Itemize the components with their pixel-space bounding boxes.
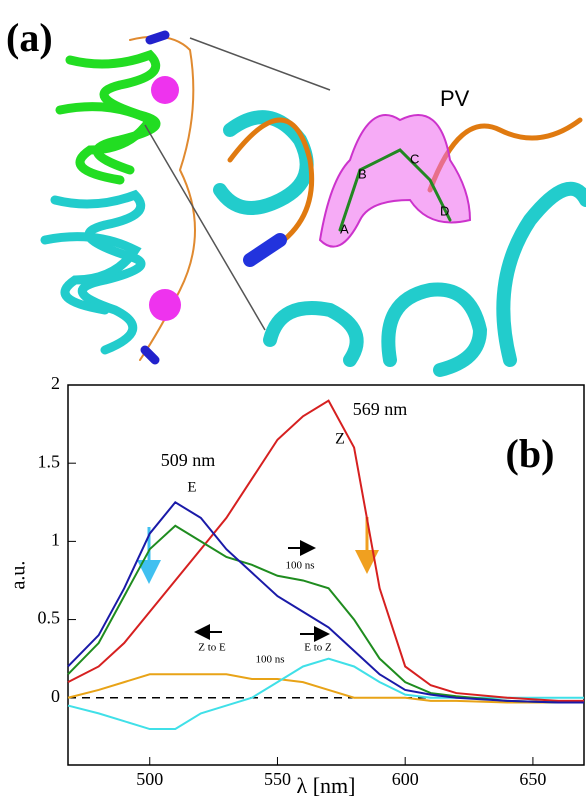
- series-line: [67, 657, 584, 731]
- annotation: E to Z: [304, 642, 332, 654]
- series-line: [67, 399, 584, 702]
- y-tick-label: 0.5: [38, 608, 61, 628]
- x-tick-label: 650: [519, 769, 546, 789]
- x-tick-label: 500: [136, 769, 163, 789]
- zoom-line: [144, 124, 266, 331]
- annotation: Z: [335, 431, 345, 448]
- pv-label: PV: [440, 86, 470, 111]
- ring-label: B: [358, 166, 367, 181]
- plot-frame: [67, 384, 585, 766]
- annotation: 569 nm: [353, 399, 408, 419]
- ring-label: D: [440, 203, 449, 218]
- ring-label: C: [410, 151, 419, 166]
- annotation: 509 nm: [161, 450, 216, 470]
- x-tick-label: 600: [392, 769, 419, 789]
- panel-label: (a): [6, 15, 53, 60]
- y-tick-label: 1: [51, 530, 60, 550]
- protein-zoom: [213, 110, 586, 377]
- annotation: E: [187, 479, 196, 495]
- zoom-line: [189, 37, 331, 91]
- x-axis-label: λ [nm]: [297, 773, 356, 798]
- annotation: Z to E: [198, 642, 226, 654]
- annotation: 100 ns: [285, 560, 314, 572]
- y-axis-label: a.u.: [8, 561, 30, 590]
- annotation: 100 ns: [255, 654, 284, 666]
- y-tick-label: 1.5: [38, 451, 61, 471]
- protein-left: [40, 30, 196, 365]
- series-line: [67, 524, 584, 704]
- x-tick-label: 550: [264, 769, 291, 789]
- series-line: [67, 673, 584, 704]
- y-tick-label: 2: [51, 373, 60, 393]
- panel-label: (b): [506, 431, 555, 476]
- series-line: [67, 500, 584, 704]
- y-tick-label: 0: [51, 686, 60, 706]
- ring-label: A: [340, 221, 349, 236]
